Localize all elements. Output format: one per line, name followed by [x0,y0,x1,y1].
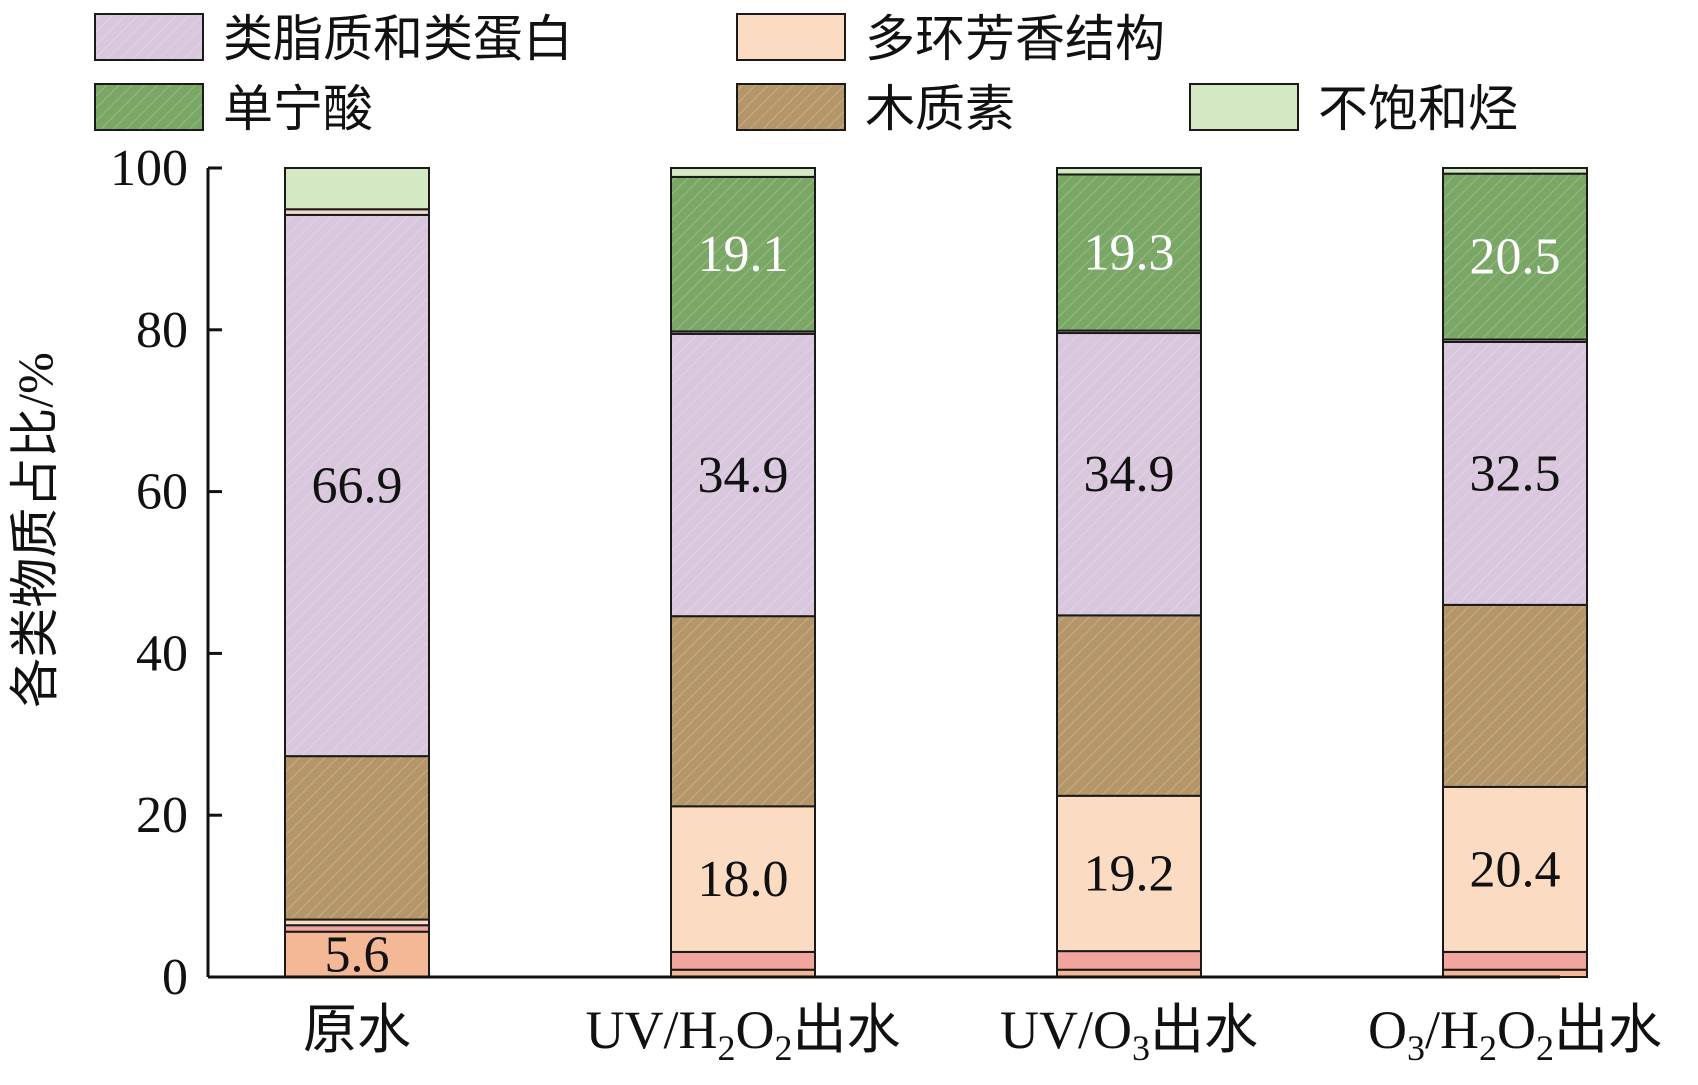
y-tick-label-0: 0 [162,949,188,1006]
data-label-pah-3: 20.4 [1470,841,1561,898]
bar-segment-unsat-0 [284,167,430,211]
y-tick-label-60: 60 [136,464,188,521]
bar-segment-pah-1 [670,805,816,953]
legend-swatch-hatch-tannin [96,85,202,129]
data-label-tannin-1: 19.1 [698,226,789,283]
bar-segment-unsat-3 [1442,167,1588,175]
legend-label-tannin: 单宁酸 [223,81,373,137]
data-label-pah-1: 18.0 [698,851,789,908]
y-tick-label-40: 40 [136,625,188,682]
bar-hatch-tannin-3 [1444,174,1586,339]
x-category-label-0: 原水 [303,1000,411,1060]
axes-layer: 0 20 40 60 80 100 原水 UV/H2​O2​出水 UV/O3​出水 O3​/H2​… [110,140,1662,1068]
bar-hatch-lignin-1 [672,617,814,806]
bar-hatch-lignin-0 [286,757,428,919]
x-category-label-2: UV/O3​出水 [1000,1000,1258,1068]
bar-segment-pah-3 [1442,785,1588,953]
data-label-pah-2: 19.2 [1084,845,1175,902]
legend-label-pah: 多环芳香结构 [865,11,1165,67]
legend-swatch-hatch-lipid [96,15,202,59]
bar-segment-unsat-2 [1056,167,1202,176]
legend-swatch-hatch-lignin [738,85,844,129]
bar-hatch-lignin-2 [1058,616,1200,795]
data-label-tannin-2: 19.3 [1084,225,1175,282]
bar-segment-unsat-1 [670,167,816,178]
y-tick-label-20: 20 [136,787,188,844]
y-tick-label-80: 80 [136,302,188,359]
bar-segment-s2-2 [1056,950,1202,971]
data-label-tannin-3: 20.5 [1470,229,1561,286]
bar-hatch-tannin-1 [672,177,814,331]
bar-segment-s2-1 [670,950,816,971]
legend-swatch-unsat [1189,83,1299,131]
y-axis-label: 各类物质占比/% [7,352,63,708]
plot-area: 0 20 40 60 80 100 原水 UV/H2​O2​出水 UV/O3​出水 O3​/H2​… [110,140,1662,1068]
bar-hatch-lipid-3 [1444,342,1586,604]
data-label-lipid-0: 66.9 [312,458,403,515]
data-label-lipid-1: 34.9 [698,447,789,504]
x-category-label-3: O3​/H2​O2​出水 [1368,1000,1662,1068]
legend-label-lipid: 类脂质和类蛋白 [223,11,573,67]
legend-label-unsat: 不饱和烃 [1318,81,1518,137]
bar-hatch-lipid-0 [286,215,428,756]
x-category-label-1: UV/H2​O2​出水 [586,1000,901,1068]
bars-layer [284,167,1588,978]
data-label-lipid-3: 32.5 [1470,445,1561,502]
data-label-lipid-2: 34.9 [1084,446,1175,503]
legend-swatch-pah [736,13,846,61]
bar-segment-s2-3 [1442,950,1588,971]
bar-segment-s1-0 [284,930,430,978]
legend-label-lignin: 木质素 [865,81,1015,137]
bar-hatch-lipid-2 [1058,334,1200,615]
bar-hatch-tannin-2 [1058,175,1200,330]
bar-hatch-lignin-3 [1444,605,1586,786]
data-labels-layer: 5.6 66.9 18.0 34.9 19.1 19.2 34.9 19.3 20.4 32.5 2… [312,225,1561,984]
bar-segment-pah-2 [1056,794,1202,953]
y-tick-label-100: 100 [110,140,188,197]
data-label-s1-0: 5.6 [325,926,390,983]
bar-hatch-lipid-1 [672,334,814,616]
